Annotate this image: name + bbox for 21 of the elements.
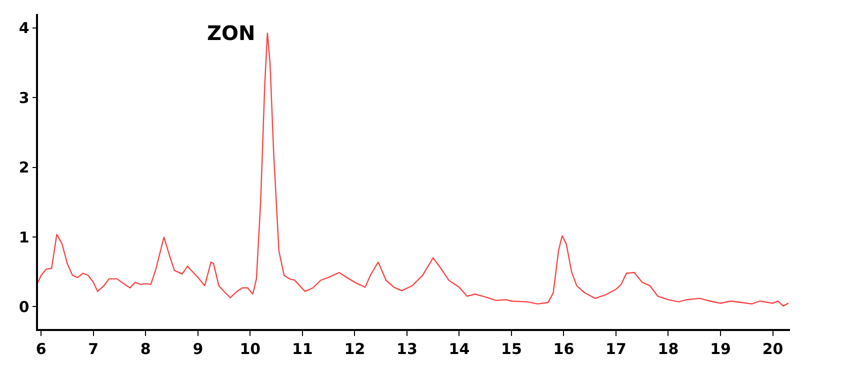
y-tick-label: 0	[18, 298, 30, 316]
x-tick-label: 6	[36, 340, 46, 358]
y-tick-label: 1	[18, 228, 30, 246]
y-tick-label: 2	[18, 158, 30, 177]
x-tick-label: 16	[553, 340, 574, 358]
x-tick-label: 17	[606, 340, 626, 358]
annotation: ZON	[207, 21, 256, 45]
x-tick-label: 8	[140, 340, 151, 358]
x-tick-label: 11	[292, 340, 313, 358]
x-tick-label: 14	[448, 340, 470, 358]
x-tick-label: 10	[240, 340, 261, 358]
x-tick-label: 12	[344, 340, 366, 358]
x-tick-label: 15	[501, 340, 522, 358]
x-tick-label: 19	[710, 340, 731, 358]
x-tick-label: 7	[88, 340, 99, 358]
y-tick-label: 4	[18, 19, 30, 38]
x-tick-label: 9	[192, 340, 204, 358]
x-tick-label: 13	[396, 340, 418, 358]
y-tick-label: 3	[18, 88, 30, 107]
x-tick-label: 18	[658, 340, 679, 358]
x-tick-label: 20	[762, 340, 784, 358]
